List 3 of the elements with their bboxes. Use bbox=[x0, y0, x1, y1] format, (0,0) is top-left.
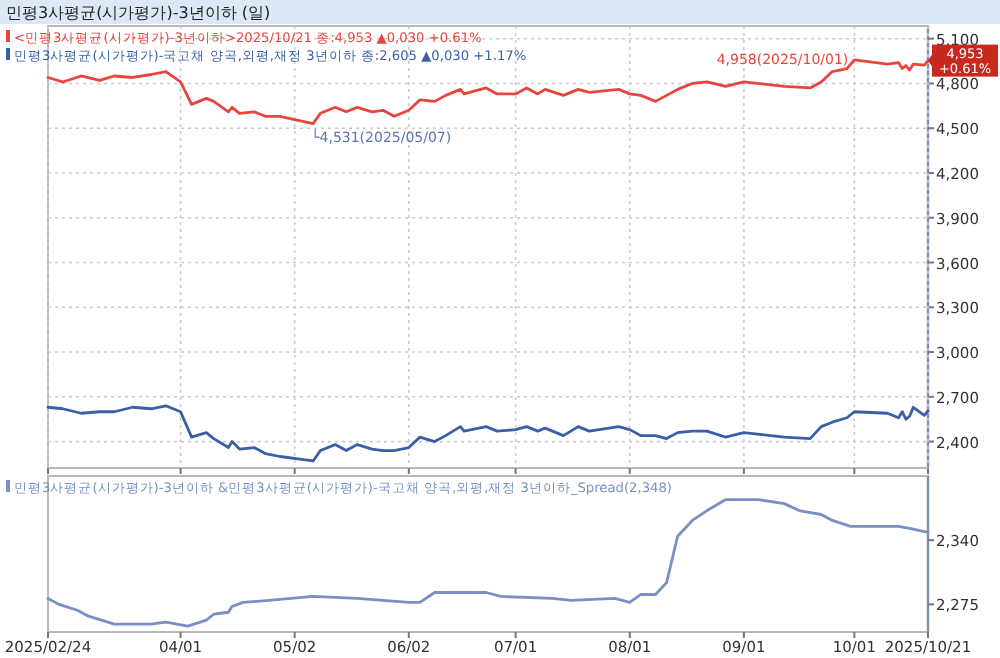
line-series bbox=[46, 498, 930, 628]
line-series bbox=[46, 404, 930, 463]
chart-title: 민평3사평균(시가평가)-3년이하 (일) bbox=[6, 4, 271, 22]
